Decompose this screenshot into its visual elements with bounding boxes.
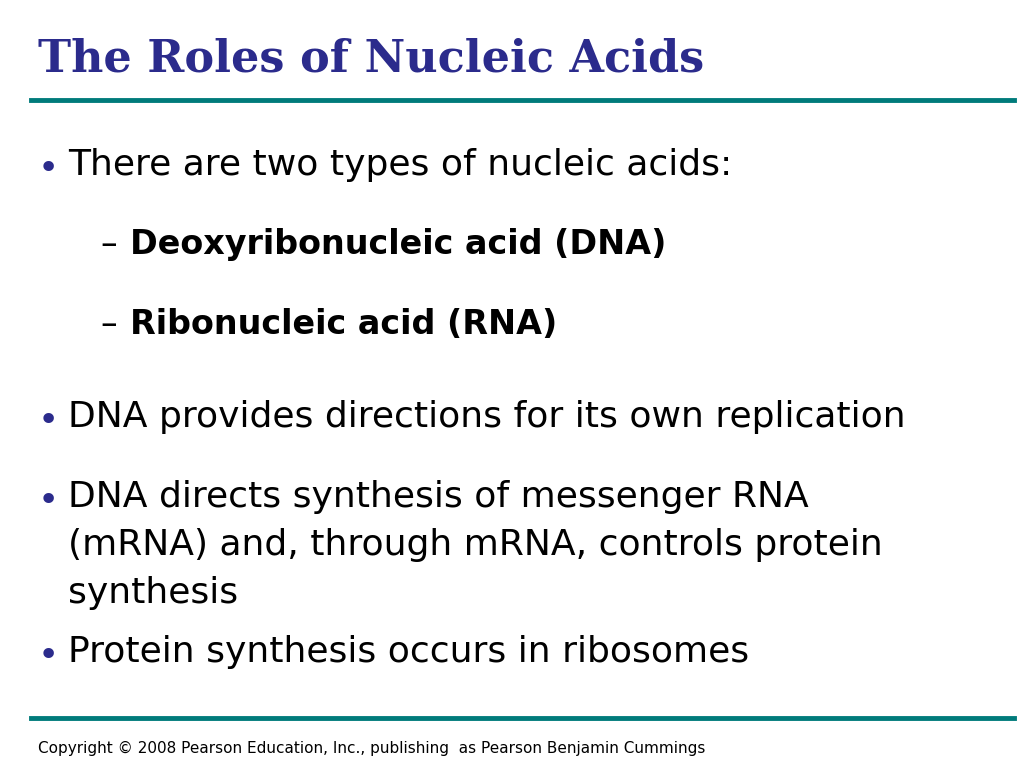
Text: –: – — [100, 308, 117, 341]
Text: DNA directs synthesis of messenger RNA: DNA directs synthesis of messenger RNA — [68, 480, 809, 514]
Text: There are two types of nucleic acids:: There are two types of nucleic acids: — [68, 148, 732, 182]
Text: synthesis: synthesis — [68, 576, 239, 610]
Text: Copyright © 2008 Pearson Education, Inc., publishing  as Pearson Benjamin Cummin: Copyright © 2008 Pearson Education, Inc.… — [38, 740, 706, 756]
Text: Deoxyribonucleic acid (DNA): Deoxyribonucleic acid (DNA) — [130, 228, 667, 261]
Text: •: • — [38, 484, 59, 518]
Text: •: • — [38, 639, 59, 673]
Text: •: • — [38, 404, 59, 438]
Text: The Roles of Nucleic Acids: The Roles of Nucleic Acids — [38, 38, 705, 81]
Text: DNA provides directions for its own replication: DNA provides directions for its own repl… — [68, 400, 905, 434]
Text: –: – — [100, 228, 117, 261]
Text: Ribonucleic acid (RNA): Ribonucleic acid (RNA) — [130, 308, 557, 341]
Text: •: • — [38, 152, 59, 186]
Text: (mRNA) and, through mRNA, controls protein: (mRNA) and, through mRNA, controls prote… — [68, 528, 883, 562]
Text: Protein synthesis occurs in ribosomes: Protein synthesis occurs in ribosomes — [68, 635, 750, 669]
